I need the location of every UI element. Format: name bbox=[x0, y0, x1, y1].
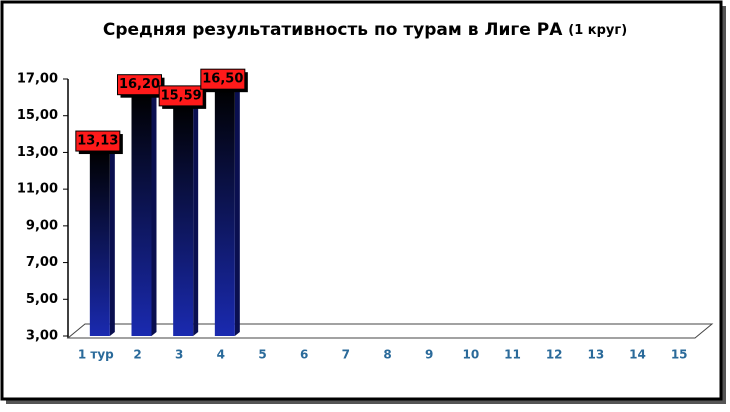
y-tick-label: 9,00 bbox=[26, 218, 58, 233]
x-tick-label: 8 bbox=[383, 348, 391, 362]
y-tick-label: 13,00 bbox=[17, 145, 58, 160]
bar-side bbox=[151, 89, 157, 336]
x-tick-label: 9 bbox=[425, 348, 433, 362]
subtitle: (1 круг) bbox=[568, 23, 627, 38]
x-tick-label: 15 bbox=[671, 348, 688, 362]
bar bbox=[173, 104, 194, 336]
y-tick-label: 7,00 bbox=[26, 255, 58, 270]
value-label: 13,13 bbox=[77, 134, 118, 149]
bar bbox=[89, 150, 110, 336]
x-tick-label: 11 bbox=[504, 348, 521, 362]
x-tick-label: 14 bbox=[629, 348, 646, 362]
value-label-box bbox=[75, 130, 121, 152]
x-tick-label: 4 bbox=[217, 348, 225, 362]
bar bbox=[131, 93, 152, 336]
x-tick-label: 2 bbox=[133, 348, 141, 362]
bar bbox=[214, 88, 235, 336]
bar-side bbox=[234, 84, 240, 336]
value-label: 15,59 bbox=[161, 88, 202, 103]
bar-side bbox=[193, 100, 199, 336]
y-tick-label: 15,00 bbox=[17, 108, 58, 123]
value-label-box bbox=[158, 85, 204, 107]
x-tick-label: 13 bbox=[587, 348, 604, 362]
value-label: 16,20 bbox=[119, 77, 160, 92]
value-label-box bbox=[117, 74, 162, 96]
x-tick-label: 3 bbox=[175, 348, 183, 362]
value-label: 16,50 bbox=[202, 72, 243, 87]
x-tick-label: 5 bbox=[258, 348, 266, 362]
value-label-box bbox=[200, 68, 246, 90]
y-tick-label: 11,00 bbox=[17, 182, 58, 197]
y-tick-label: 17,00 bbox=[17, 72, 58, 87]
floor bbox=[66, 323, 714, 339]
y-tick-label: 3,00 bbox=[26, 329, 58, 344]
bar-side bbox=[109, 146, 115, 336]
x-tick-label: 1 тур bbox=[78, 348, 114, 362]
x-tick-label: 6 bbox=[300, 348, 308, 362]
x-tick-label: 12 bbox=[546, 348, 563, 362]
x-tick-label: 7 bbox=[342, 348, 350, 362]
y-tick-label: 5,00 bbox=[26, 292, 58, 307]
x-tick-label: 10 bbox=[462, 348, 479, 362]
chart-title: Средняя результативность по турам в Лиге… bbox=[103, 20, 627, 40]
title: Средняя результативность по турам в Лиге… bbox=[103, 20, 563, 40]
